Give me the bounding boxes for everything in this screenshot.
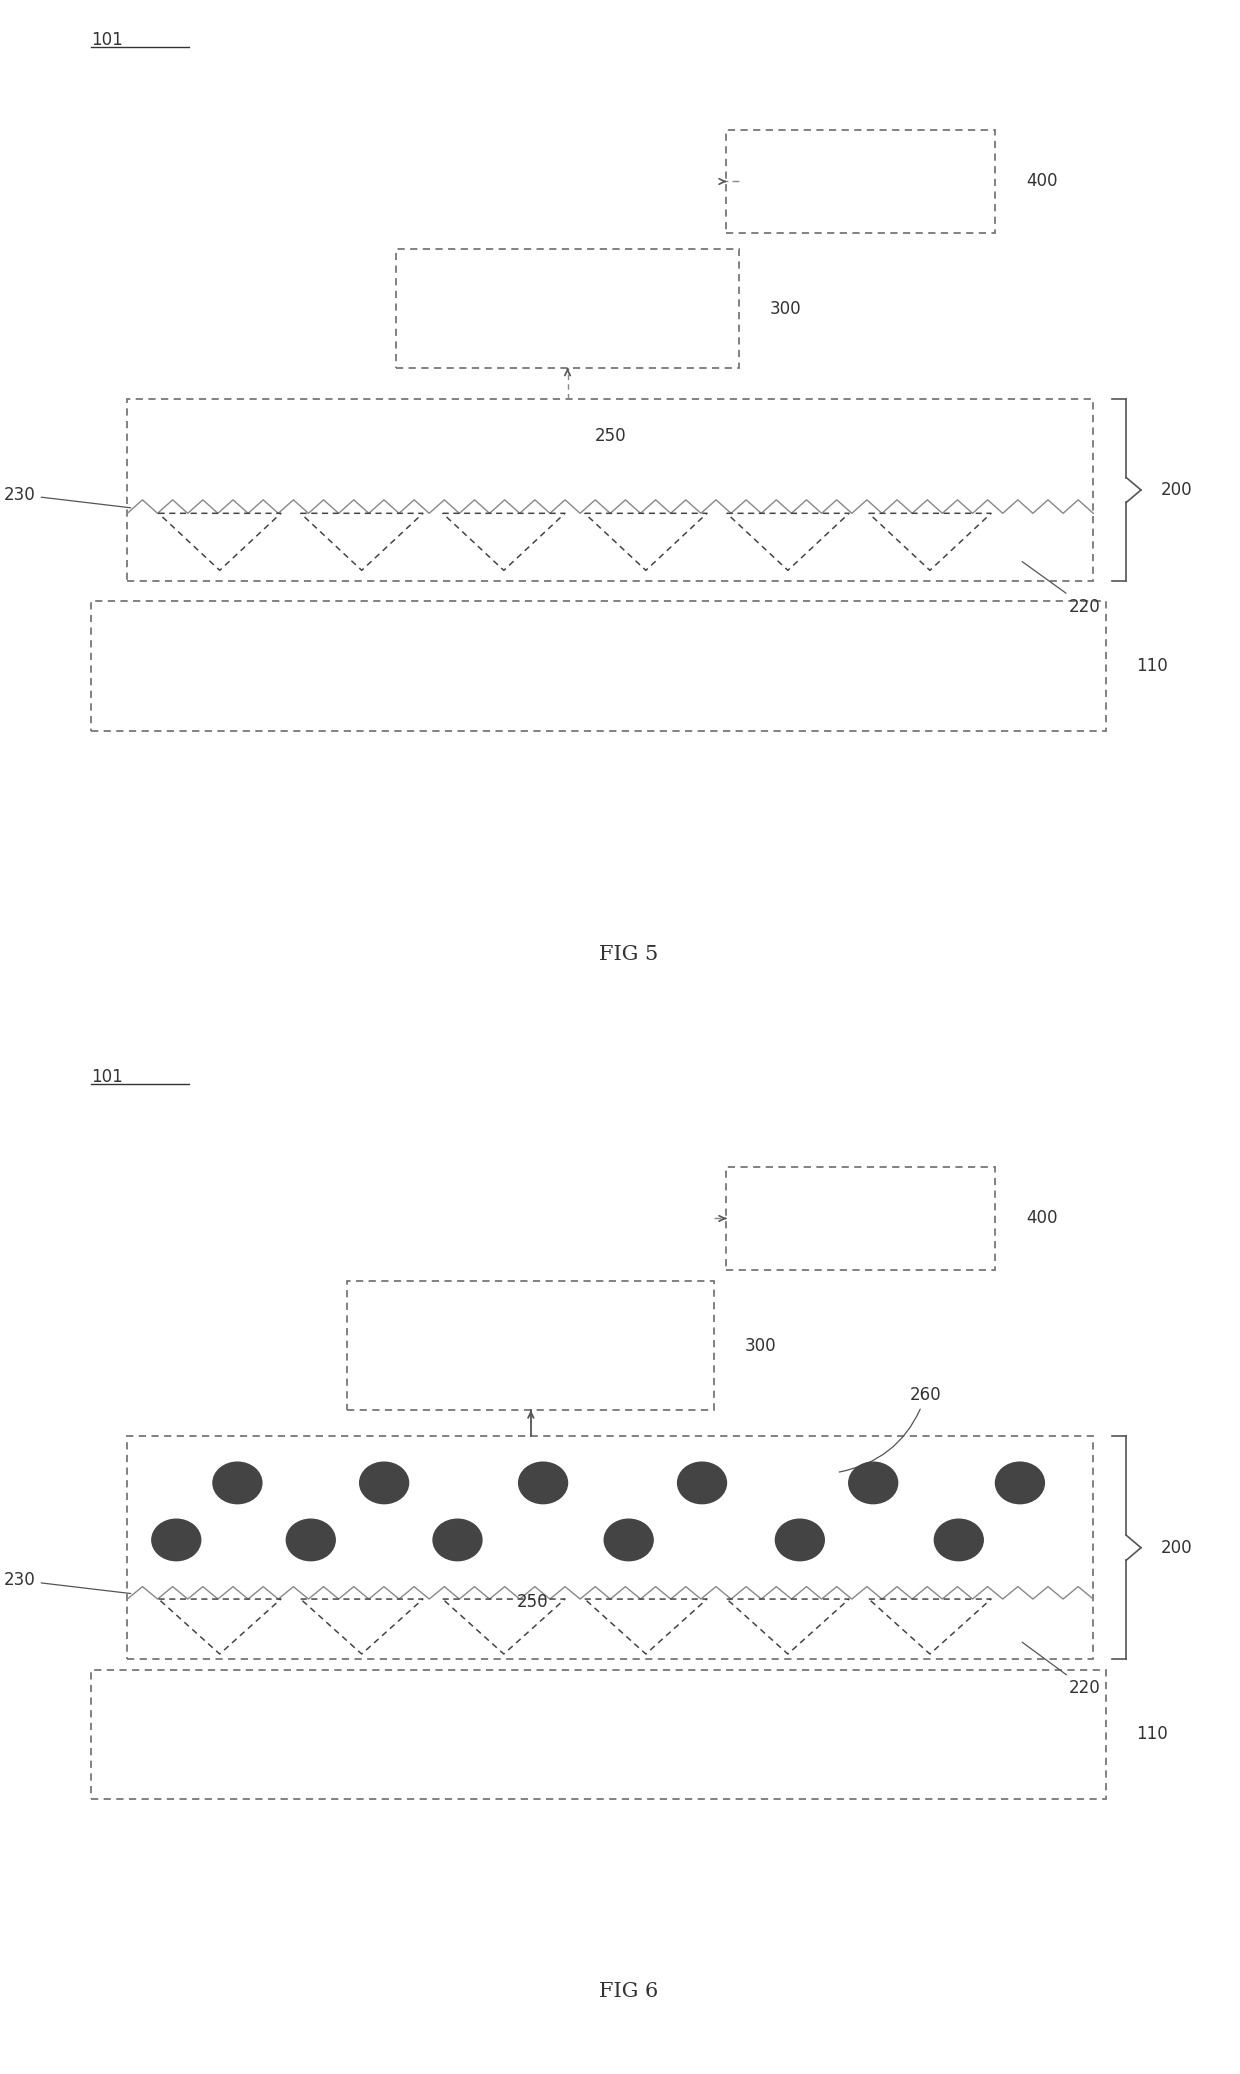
Text: FIG 5: FIG 5 xyxy=(599,944,658,964)
Circle shape xyxy=(848,1462,898,1504)
Text: 200: 200 xyxy=(1161,481,1192,500)
Text: 260: 260 xyxy=(839,1385,941,1473)
Text: FIG 6: FIG 6 xyxy=(599,1981,658,2001)
Bar xyxy=(347,1282,714,1410)
Circle shape xyxy=(604,1518,653,1562)
Circle shape xyxy=(360,1462,409,1504)
Text: 300: 300 xyxy=(745,1336,776,1354)
Circle shape xyxy=(213,1462,262,1504)
Circle shape xyxy=(677,1462,727,1504)
Bar xyxy=(397,249,739,369)
Bar xyxy=(91,601,1106,732)
Circle shape xyxy=(433,1518,482,1562)
Text: 101: 101 xyxy=(91,1068,123,1087)
Text: 220: 220 xyxy=(1022,1643,1101,1697)
Text: 400: 400 xyxy=(1025,1209,1058,1228)
Circle shape xyxy=(934,1518,983,1562)
Text: 400: 400 xyxy=(1025,172,1058,191)
Circle shape xyxy=(996,1462,1044,1504)
Text: 250: 250 xyxy=(517,1593,549,1611)
Text: 110: 110 xyxy=(1136,657,1168,676)
Bar xyxy=(727,131,996,234)
Text: 101: 101 xyxy=(91,31,123,50)
Text: 300: 300 xyxy=(769,299,801,317)
Bar xyxy=(128,400,1094,581)
Text: 230: 230 xyxy=(4,485,130,508)
Text: 230: 230 xyxy=(4,1572,130,1593)
Circle shape xyxy=(286,1518,335,1562)
Circle shape xyxy=(151,1518,201,1562)
Circle shape xyxy=(518,1462,568,1504)
Bar xyxy=(727,1168,996,1269)
Bar xyxy=(128,1437,1094,1659)
Text: 200: 200 xyxy=(1161,1539,1192,1558)
Circle shape xyxy=(775,1518,825,1562)
Text: 250: 250 xyxy=(594,427,626,444)
Bar xyxy=(91,1670,1106,1800)
Text: 110: 110 xyxy=(1136,1726,1168,1744)
Text: 220: 220 xyxy=(1022,562,1101,616)
